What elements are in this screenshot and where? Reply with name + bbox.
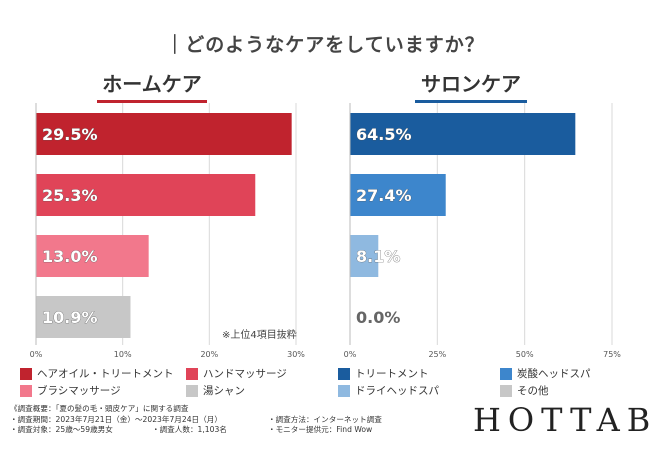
home-bar [36, 235, 149, 277]
home-care-title: ホームケア [97, 68, 207, 103]
legend-salon-4: その他 [500, 383, 549, 398]
footnote-provider: ・モニター提供元：Find Wow [268, 425, 373, 434]
legend-home-3: ブラシマッサージ [20, 383, 121, 398]
legend-salon-1: トリートメント [338, 366, 429, 381]
hottab-logo: HOTTAB [473, 401, 650, 439]
salon-bar [350, 235, 379, 277]
legend-home-2: ハンドマッサージ [186, 366, 287, 381]
legend-swatch [338, 367, 350, 380]
survey-question: ｜どのようなケアをしていますか？ [165, 34, 485, 56]
legend-label: ハンドマッサージ [203, 368, 287, 380]
legend-label: 湯シャン [203, 385, 245, 397]
salon-tick-label: 50% [516, 350, 534, 359]
legend-label: その他 [517, 385, 549, 397]
home-tick-label: 0% [30, 350, 43, 359]
footnote-method: ・調査方法：インターネット調査 [268, 414, 382, 424]
legend-home-1: ヘアオイル・トリートメント [20, 366, 174, 381]
legend-salon-2: 炭酸ヘッドスパ [500, 366, 591, 381]
salon-data-label: 27.4% [356, 186, 412, 205]
salon-bar [350, 174, 446, 216]
legend-swatch [500, 384, 512, 397]
legend-swatch [338, 384, 350, 397]
home-bar [36, 296, 131, 338]
footnote-target: ・調査対象：25歳～59歳男女 [10, 425, 113, 434]
salon-tick-label: 0% [344, 350, 357, 359]
home-data-label: 10.9% [42, 308, 98, 327]
salon-bar [350, 113, 576, 155]
footnote-title: 《調査概要：「夏の髪の毛・頭皮ケア」に関する調査 [10, 404, 189, 413]
salon-tick-label: 75% [603, 350, 621, 359]
home-data-label: 25.3% [42, 186, 98, 205]
home-bar [36, 113, 292, 155]
home-tick-label: 30% [287, 350, 305, 359]
legend-swatch [500, 367, 512, 380]
home-data-label: 13.0% [42, 247, 98, 266]
legend-salon-3: ドライヘッドスパ [338, 383, 439, 398]
home-tick-label: 20% [200, 350, 218, 359]
salon-care-title: サロンケア [415, 68, 527, 103]
footnote-period: ・調査期間：2023年7月21日（金）～2023年7月24日（月） [10, 414, 222, 424]
legend-label: ヘアオイル・トリートメント [37, 368, 174, 380]
legend-label: ドライヘッドスパ [355, 385, 439, 397]
home-bar [36, 174, 256, 216]
home-data-label: 29.5% [42, 125, 98, 144]
legend-label: 炭酸ヘッドスパ [517, 368, 591, 380]
legend-swatch [20, 384, 32, 397]
legend-home-4: 湯シャン [186, 383, 245, 398]
top4-note: ※上位4項目抜粋 [222, 330, 297, 341]
salon-data-label: 64.5% [356, 125, 412, 144]
legend-swatch [186, 384, 198, 397]
salon-data-label: 0.0% [356, 308, 400, 327]
home-tick-label: 10% [114, 350, 132, 359]
salon-tick-label: 25% [428, 350, 446, 359]
footnote-count: ・調査人数：1,103名 [152, 425, 227, 434]
legend-label: ブラシマッサージ [37, 385, 121, 397]
legend-swatch [186, 367, 198, 380]
legend-swatch [20, 367, 32, 380]
legend-label: トリートメント [355, 368, 429, 380]
salon-data-label: 8.1% [356, 247, 400, 266]
